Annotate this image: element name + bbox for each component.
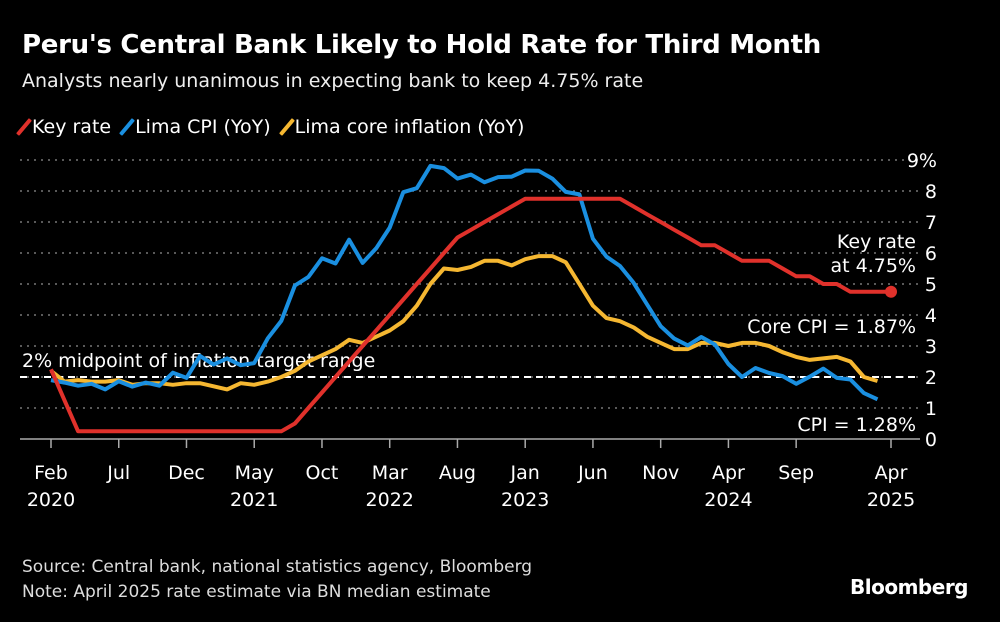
legend: Key rate Lima CPI (YoY) Lima core inflat… [16,116,525,138]
series-line-lima-core-inflation-yoy- [49,254,879,392]
legend-label: Key rate [32,116,112,138]
x-tick-year: 2024 [704,489,752,511]
chart-subtitle: Analysts nearly unanimous in expecting b… [22,70,644,92]
chart-title: Peru's Central Bank Likely to Hold Rate … [22,30,821,60]
x-tick-year: 2021 [230,489,278,511]
x-tick-label: Apr [875,462,908,484]
x-tick-year: 2020 [27,489,75,511]
x-tick-label: Mar [372,462,408,484]
y-tick-label: 9% [907,150,937,172]
y-tick-label: 1 [925,398,937,420]
series-line-key-rate [49,196,891,434]
y-tick-label: 3 [925,336,937,358]
series-line-lima-cpi-yoy- [50,163,879,402]
x-tick-label: Jul [106,462,130,484]
source-note: Source: Central bank, national statistic… [22,557,533,577]
y-tick-label: 4 [925,305,937,327]
legend-item-key-rate: Key rate [16,116,112,138]
y-tick-label: 2 [925,367,937,389]
legend-item-core: Lima core inflation (YoY) [278,116,525,138]
annotation-cpi: CPI = 1.28% [797,414,916,436]
x-tick-label: Jun [577,462,608,484]
x-tick-label: Dec [168,462,205,484]
note: Note: April 2025 rate estimate via BN me… [22,582,491,602]
footnotes: Source: Central bank, national statistic… [22,555,532,605]
x-tick-label: Nov [642,462,679,484]
annotation-core-cpi: Core CPI = 1.87% [747,316,916,338]
y-tick-label: 6 [925,243,937,265]
x-tick-year: 2022 [366,489,414,511]
x-tick-label: Sep [778,462,814,484]
x-tick-label: Apr [712,462,745,484]
legend-label: Lima core inflation (YoY) [294,116,525,138]
x-tick-label: Aug [439,462,476,484]
y-tick-label: 8 [925,181,937,203]
x-tick-year: 2023 [501,489,549,511]
bloomberg-logo: Bloomberg [850,575,968,599]
x-tick-label: Jan [510,462,540,484]
legend-item-cpi: Lima CPI (YoY) [119,116,271,138]
key-rate-endpoint [885,285,897,298]
x-tick-label: May [235,462,274,484]
annotation-key-rate-value: at 4.75% [831,255,917,277]
y-tick-label: 5 [925,274,937,296]
legend-label: Lima CPI (YoY) [135,116,271,138]
y-tick-label: 7 [925,212,937,234]
x-tick-label: Feb [34,462,68,484]
x-tick-year: 2025 [867,489,915,511]
y-tick-label: 0 [925,429,937,451]
x-tick-label: Oct [306,462,339,484]
annotation-key-rate: Key rate [837,231,916,253]
